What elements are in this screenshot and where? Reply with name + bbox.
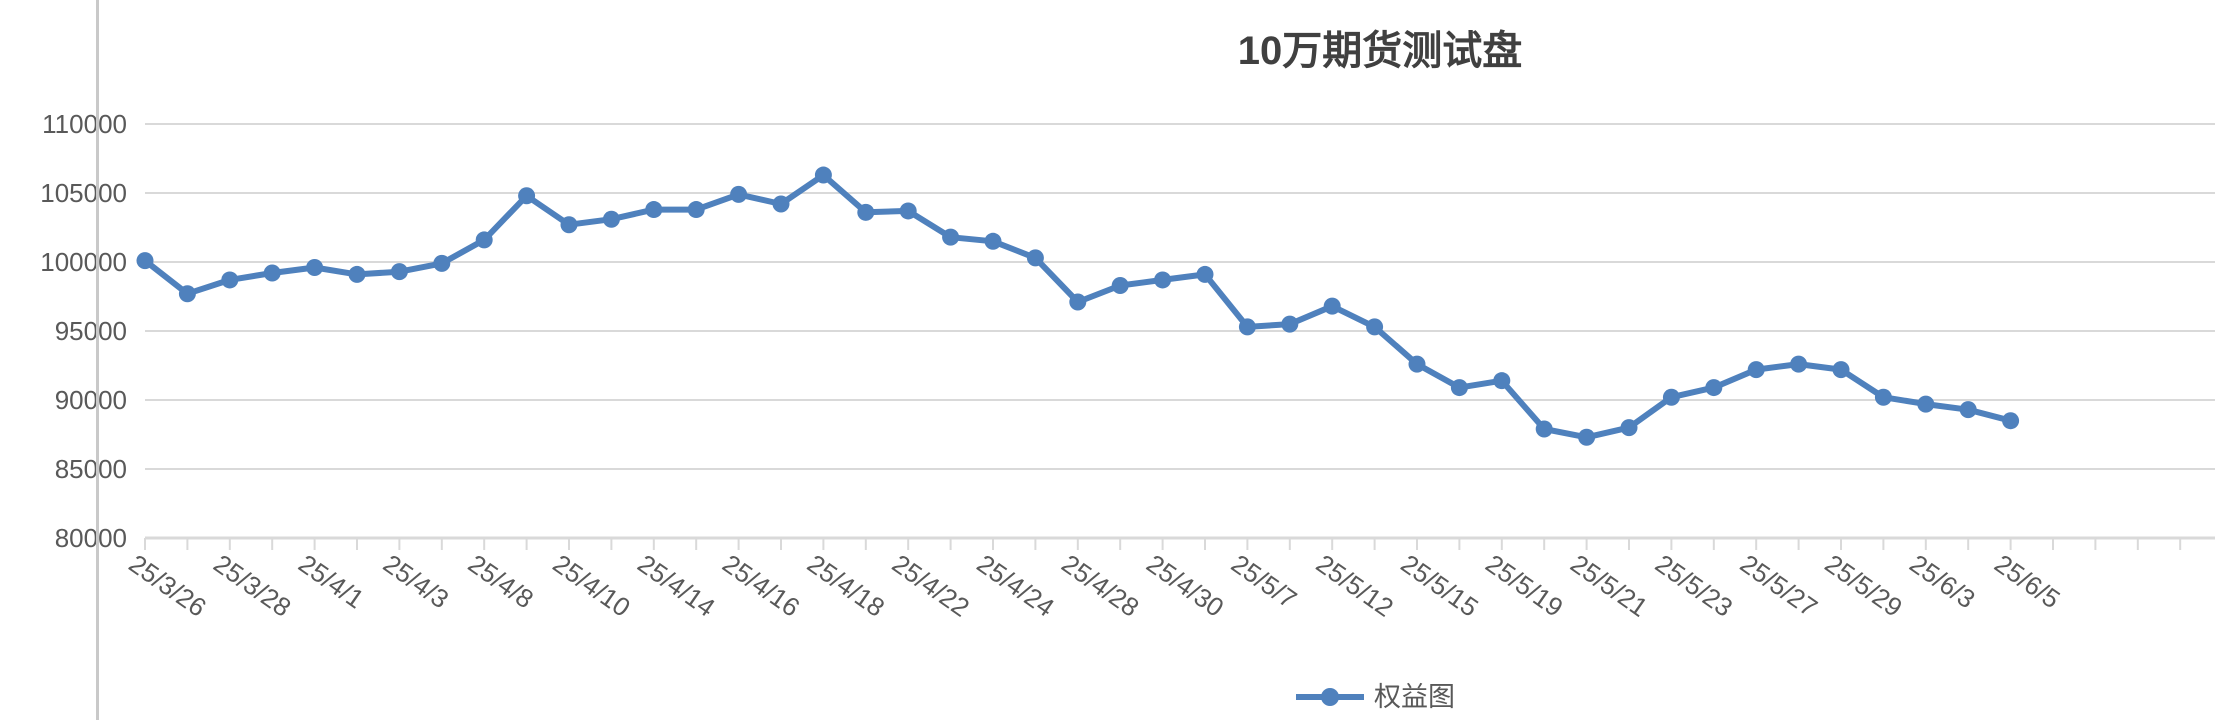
data-point — [306, 259, 324, 277]
data-point — [1450, 379, 1468, 397]
data-point — [857, 203, 875, 221]
data-point — [560, 216, 578, 234]
x-tick-label: 25/4/22 — [887, 548, 975, 622]
x-tick-label: 25/4/18 — [802, 548, 890, 622]
data-point — [1578, 428, 1596, 446]
x-tick-label: 25/5/19 — [1480, 548, 1568, 622]
data-point — [1493, 372, 1511, 390]
y-axis: 80000 85000 90000 95000 100000 105000 110000 — [40, 109, 127, 553]
y-tick-label: 95000 — [55, 316, 127, 346]
data-point — [1154, 271, 1172, 289]
x-tick-label: 25/4/3 — [378, 548, 454, 614]
x-tick-label: 25/6/5 — [1989, 548, 2065, 614]
data-point — [1662, 388, 1680, 406]
data-point — [942, 228, 960, 246]
y-tick-label: 85000 — [55, 454, 127, 484]
data-point — [475, 231, 493, 249]
data-point — [178, 285, 196, 303]
data-point — [221, 271, 239, 289]
data-point — [136, 252, 154, 270]
x-tick-label: 25/4/10 — [548, 548, 636, 622]
x-tick-label: 25/5/23 — [1650, 548, 1738, 622]
data-point — [899, 202, 917, 220]
data-point — [1408, 355, 1426, 373]
data-point — [1069, 293, 1087, 311]
data-point — [814, 166, 832, 184]
x-tick-label: 25/5/29 — [1820, 548, 1908, 622]
x-tick-label: 25/4/1 — [293, 548, 369, 614]
y-tick-label: 90000 — [55, 385, 127, 415]
data-point — [984, 232, 1002, 250]
x-tick-label: 25/4/16 — [717, 548, 805, 622]
data-point — [1323, 297, 1341, 315]
y-tick-label: 110000 — [42, 109, 127, 139]
data-point — [263, 264, 281, 282]
y-tick-label: 105000 — [40, 178, 127, 208]
data-point — [2002, 412, 2020, 430]
x-tick-label: 25/4/30 — [1141, 548, 1229, 622]
series-markers — [136, 166, 2020, 446]
x-tick-label: 25/5/21 — [1565, 548, 1653, 622]
data-point — [1026, 249, 1044, 267]
x-tick-label: 25/5/12 — [1311, 548, 1399, 622]
data-point — [687, 201, 705, 219]
data-point — [390, 263, 408, 281]
x-tick-label: 25/5/27 — [1735, 548, 1823, 622]
data-point — [1790, 355, 1808, 373]
x-tick-label: 25/4/28 — [1056, 548, 1144, 622]
data-point — [772, 195, 790, 213]
x-tick-label: 25/4/24 — [972, 548, 1060, 622]
data-point — [1917, 395, 1935, 413]
data-point — [1705, 379, 1723, 397]
x-tick-label: 25/4/14 — [632, 548, 720, 622]
data-point — [348, 265, 366, 283]
data-point — [645, 201, 663, 219]
x-tick-label: 25/4/8 — [463, 548, 539, 614]
legend-label: 权益图 — [1374, 682, 1455, 712]
data-point — [1832, 361, 1850, 379]
data-point — [1196, 265, 1214, 283]
data-point — [1959, 401, 1977, 419]
page-left-border — [96, 0, 99, 720]
x-tick-label: 25/3/26 — [124, 548, 212, 622]
data-point — [1620, 419, 1638, 437]
data-point — [1747, 361, 1765, 379]
data-point — [1535, 420, 1553, 438]
chart-title: 10万期货测试盘 — [1238, 28, 1523, 73]
x-tick-label: 25/3/28 — [208, 548, 296, 622]
data-point — [518, 187, 536, 205]
legend: 权益图 — [1296, 682, 1455, 712]
x-tick-label: 25/6/3 — [1904, 548, 1980, 614]
data-point — [1238, 318, 1256, 336]
data-point — [1874, 388, 1892, 406]
data-point — [1111, 276, 1129, 294]
x-tick-label: 25/5/7 — [1226, 548, 1302, 614]
y-tick-label: 100000 — [40, 247, 127, 277]
data-point — [433, 254, 451, 272]
data-point — [730, 185, 748, 203]
legend-marker-swatch — [1321, 688, 1339, 706]
y-tick-label: 80000 — [55, 523, 127, 553]
x-tick-label: 25/5/15 — [1396, 548, 1484, 622]
data-point — [1366, 318, 1384, 336]
grid-lines — [145, 123, 2215, 470]
data-point — [602, 210, 620, 228]
data-point — [1281, 315, 1299, 333]
